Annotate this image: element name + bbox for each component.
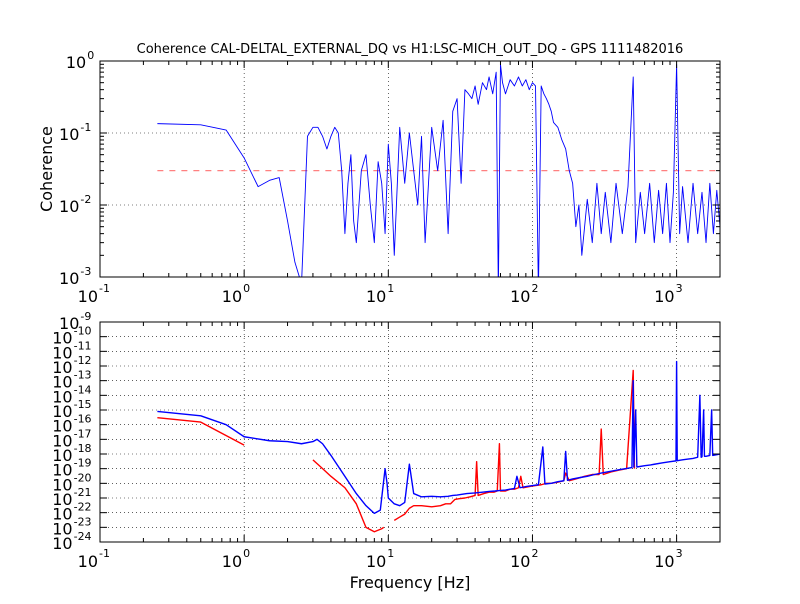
- y-tick-label: 10: [52, 475, 72, 494]
- x-tick-label: 10: [78, 287, 98, 306]
- y-tick-label-exponent: -20: [74, 471, 92, 484]
- x-tick-label-exponent: 0: [243, 282, 250, 295]
- y-tick-label-exponent: -24: [74, 530, 92, 543]
- x-tick-label-exponent: 3: [676, 282, 683, 295]
- y-tick-label: 10: [52, 505, 72, 524]
- y-tick-label: 10: [52, 519, 72, 538]
- x-tick-label: 10: [654, 552, 674, 571]
- y-tick-label: 10: [52, 343, 72, 362]
- y-tick-label: 10: [52, 431, 72, 450]
- x-tick-label: 10: [366, 287, 386, 306]
- y-tick-label: 10: [59, 269, 79, 288]
- y-tick-label-exponent: -2: [80, 193, 91, 206]
- y-tick-label: 10: [59, 125, 79, 144]
- spectrum-series-line-0: [312, 459, 385, 533]
- spectrum-axes-frame: [99, 321, 721, 543]
- x-tick-label: 10: [78, 552, 98, 571]
- y-tick-label: 10: [52, 358, 72, 377]
- y-tick-label-exponent: -1: [80, 121, 91, 134]
- y-tick-label-exponent: -15: [74, 398, 92, 411]
- y-tick-label: 10: [59, 197, 79, 216]
- y-tick-label-exponent: -11: [74, 339, 92, 352]
- y-tick-label-exponent: -12: [74, 354, 92, 367]
- y-tick-label-exponent: -22: [74, 501, 92, 514]
- spectrum-series-line-1: [157, 360, 720, 515]
- x-tick-label-exponent: 2: [531, 547, 538, 560]
- x-tick-label-exponent: 3: [676, 547, 683, 560]
- y-tick-label-exponent: -17: [74, 427, 92, 440]
- coherence-ticks: 10 -1 10 0 10 1 10 2 10 310 -310 -210 -110 0: [59, 49, 720, 306]
- spectrum-series: [157, 360, 720, 533]
- coherence-series-line: [157, 63, 720, 277]
- y-tick-label-exponent: -21: [74, 486, 92, 499]
- x-tick-label-exponent: -1: [99, 547, 110, 560]
- y-tick-label-exponent: -13: [74, 369, 92, 382]
- y-tick-label-exponent: -3: [80, 265, 91, 278]
- y-tick-label: 10: [52, 402, 72, 421]
- y-tick-label: 10: [52, 490, 72, 509]
- coherence-ylabel: Coherence: [37, 126, 56, 212]
- y-tick-label-exponent: -16: [74, 413, 92, 426]
- x-tick-label-exponent: 1: [387, 282, 394, 295]
- y-tick-label: 10: [59, 314, 79, 333]
- x-tick-label-exponent: 0: [243, 547, 250, 560]
- coherence-plot-area: [100, 61, 720, 277]
- y-tick-label-exponent: 0: [87, 49, 94, 62]
- x-tick-label: 10: [366, 552, 386, 571]
- y-tick-label: 10: [52, 387, 72, 406]
- spectrum-grid: [100, 322, 720, 542]
- x-tick-label: 10: [654, 287, 674, 306]
- spectrum-series-line-0: [157, 416, 245, 446]
- spectrum-xlabel: Frequency [Hz]: [350, 573, 471, 592]
- y-tick-label-exponent: -18: [74, 442, 92, 455]
- x-tick-label: 10: [222, 287, 242, 306]
- y-tick-label: 10: [52, 373, 72, 392]
- x-tick-label: 10: [510, 552, 530, 571]
- y-tick-label-exponent: -23: [74, 515, 92, 528]
- y-tick-label: 10: [52, 446, 72, 465]
- x-tick-label-exponent: 1: [387, 547, 394, 560]
- coherence-axes-frame: [99, 60, 721, 278]
- y-tick-label-exponent: -14: [74, 383, 92, 396]
- y-tick-label-exponent: -9: [80, 310, 91, 323]
- x-tick-label-exponent: 2: [531, 282, 538, 295]
- y-tick-label: 10: [66, 53, 86, 72]
- coherence-panel: 10 -1 10 0 10 1 10 2 10 310 -310 -210 -110 0 Coherenc…: [37, 49, 721, 306]
- x-tick-label: 10: [222, 552, 242, 571]
- y-tick-label: 10: [52, 534, 72, 553]
- y-tick-label-exponent: -10: [74, 325, 92, 338]
- y-tick-label-exponent: -19: [74, 457, 92, 470]
- y-tick-label: 10: [52, 417, 72, 436]
- coherence-series: [157, 63, 720, 277]
- chart-title: Coherence CAL-DELTAL_EXTERNAL_DQ vs H1:L…: [137, 42, 684, 57]
- x-tick-label-exponent: -1: [99, 282, 110, 295]
- coherence-grid: [100, 61, 720, 277]
- y-tick-label: 10: [52, 461, 72, 480]
- y-tick-label: 10: [52, 329, 72, 348]
- spectrum-plot-area: [100, 322, 720, 542]
- x-tick-label: 10: [510, 287, 530, 306]
